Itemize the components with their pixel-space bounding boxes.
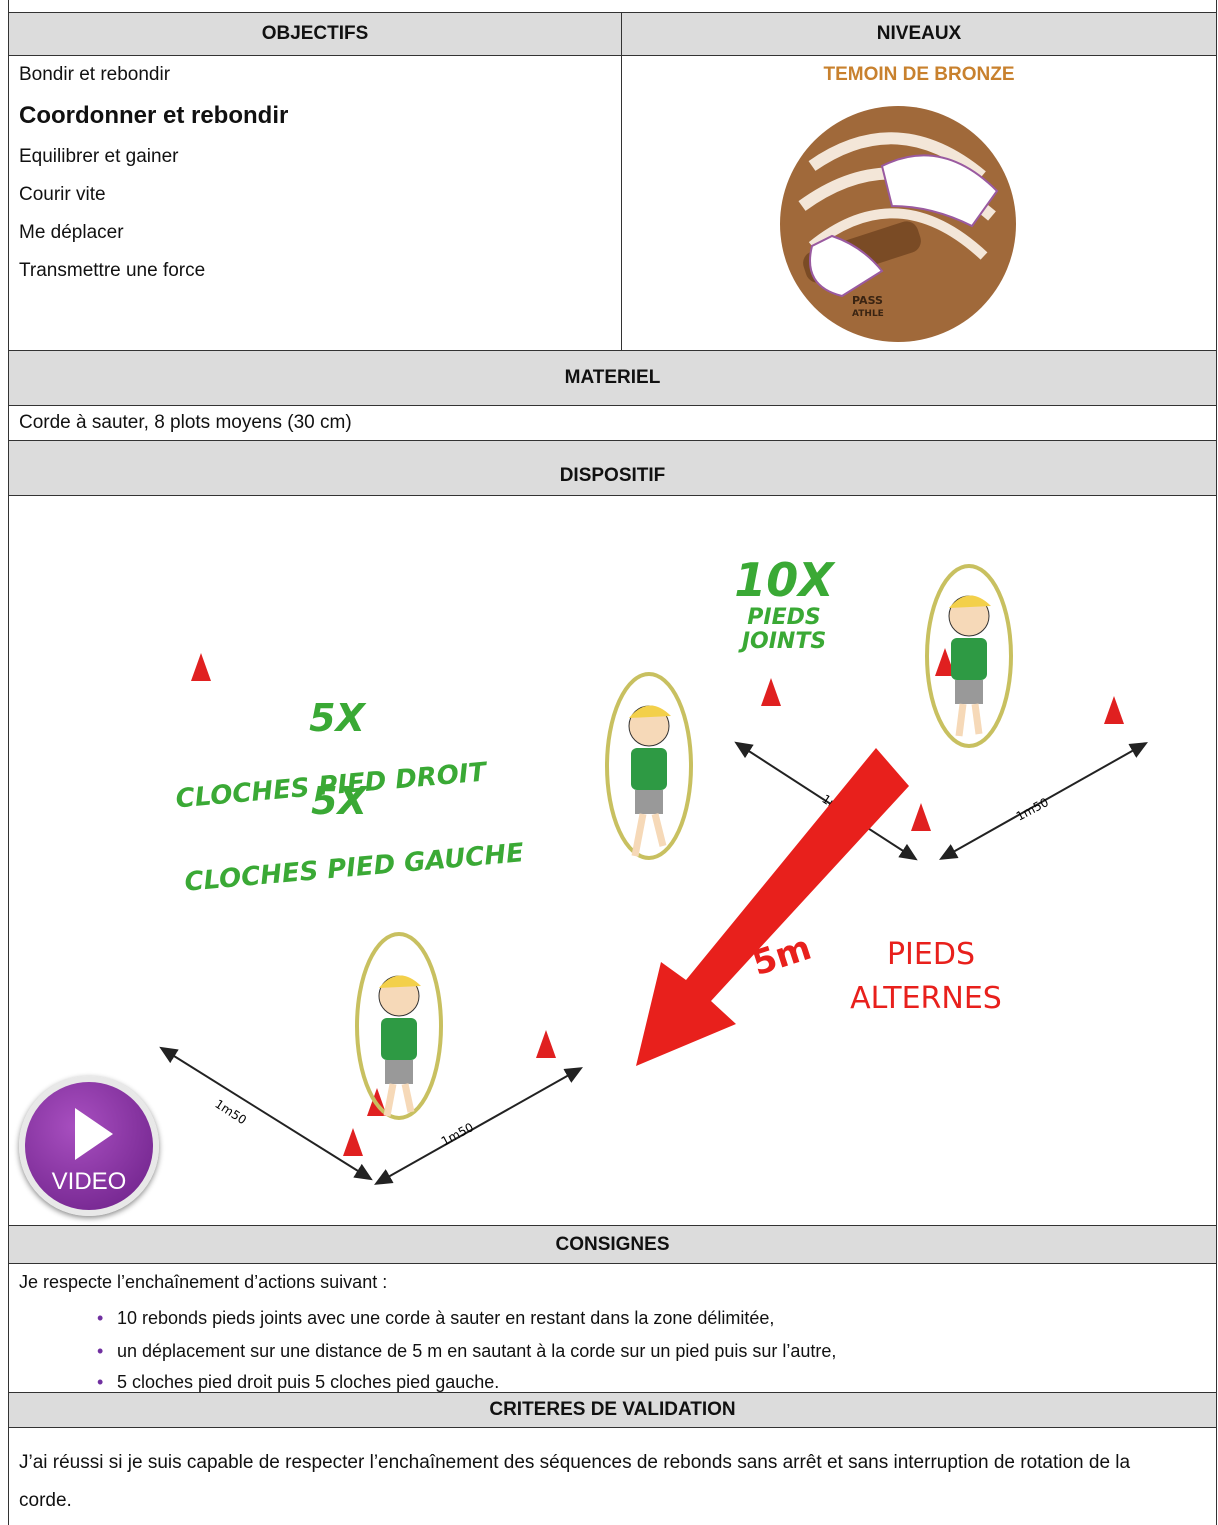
badge: PASS ATHLE xyxy=(780,106,1016,342)
objectif: Me déplacer xyxy=(19,222,124,243)
consigne-item: un déplacement sur une distance de 5 m e… xyxy=(117,1341,837,1361)
dispositif-cell: 1m50 1m50 1m50 1m50 xyxy=(8,495,1217,1226)
play-icon xyxy=(75,1108,113,1160)
objectif: Transmettre une force xyxy=(19,260,206,281)
criteres-text: J’ai réussi si je suis capable de respec… xyxy=(19,1452,1131,1511)
criteres-cell: J’ai réussi si je suis capable de respec… xyxy=(8,1427,1217,1525)
bullet: • xyxy=(97,1372,104,1392)
badge-text: PASS xyxy=(852,294,883,307)
distance-label: 1m50 xyxy=(212,1097,249,1128)
objectif-current: Coordonner et rebondir xyxy=(19,102,289,129)
count-label: 5X xyxy=(309,696,366,740)
dispositif-header: DISPOSITIF xyxy=(8,440,1217,496)
alt-label: PIEDS xyxy=(887,937,975,972)
big-arrow xyxy=(636,748,909,1066)
instruction-label: CLOCHES PIED GAUCHE xyxy=(183,838,525,898)
niveaux-cell: TEMOIN DE BRONZE PASS ATHLE xyxy=(621,55,1217,351)
consigne-item: 10 rebonds pieds joints avec une corde à… xyxy=(117,1308,775,1328)
count-label: 10X xyxy=(734,553,836,607)
distance-label: 1m50 xyxy=(439,1120,476,1149)
top-rule xyxy=(8,0,1217,13)
instruction-label: JOINTS xyxy=(738,629,826,654)
video-button[interactable]: VIDEO xyxy=(19,1076,159,1216)
consignes-cell: Je respecte l’enchaînement d’actions sui… xyxy=(8,1263,1217,1393)
consigne-item: 5 cloches pied droit puis 5 cloches pied… xyxy=(117,1372,500,1392)
criteres-header: CRITERES DE VALIDATION xyxy=(8,1392,1217,1428)
video-label: VIDEO xyxy=(51,1168,127,1195)
objectif: Equilibrer et gainer xyxy=(19,146,179,167)
bullet: • xyxy=(97,1308,104,1328)
instruction-label: PIEDS xyxy=(747,605,820,630)
materiel-text: Corde à sauter, 8 plots moyens (30 cm) xyxy=(19,412,352,433)
count-label: 5X xyxy=(311,779,368,823)
green-labels: 10X PIEDS JOINTS 5X CLOCHES PIED DROIT 5… xyxy=(175,553,837,898)
materiel-header: MATERIEL xyxy=(8,350,1217,406)
materiel-cell: Corde à sauter, 8 plots moyens (30 cm) xyxy=(8,405,1217,441)
objectif: Courir vite xyxy=(19,184,106,205)
consignes-intro: Je respecte l’enchaînement d’actions sui… xyxy=(19,1272,388,1292)
diagram: 1m50 1m50 1m50 1m50 xyxy=(159,553,1148,1185)
level-name: TEMOIN DE BRONZE xyxy=(823,64,1015,85)
distance-label: 1m50 xyxy=(1014,795,1051,824)
distance-arrows xyxy=(159,741,1148,1185)
objectifs-cell: Bondir et rebondir Coordonner et rebondi… xyxy=(8,55,622,351)
consignes-header: CONSIGNES xyxy=(8,1225,1217,1264)
child-figures xyxy=(355,564,1013,1120)
niveaux-header: NIVEAUX xyxy=(621,12,1217,56)
objectifs-header: OBJECTIFS xyxy=(8,12,622,56)
alt-label: ALTERNES xyxy=(850,981,1002,1016)
badge-text: ATHLE xyxy=(852,309,884,319)
objectif: Bondir et rebondir xyxy=(19,64,171,85)
bullet: • xyxy=(97,1341,104,1361)
